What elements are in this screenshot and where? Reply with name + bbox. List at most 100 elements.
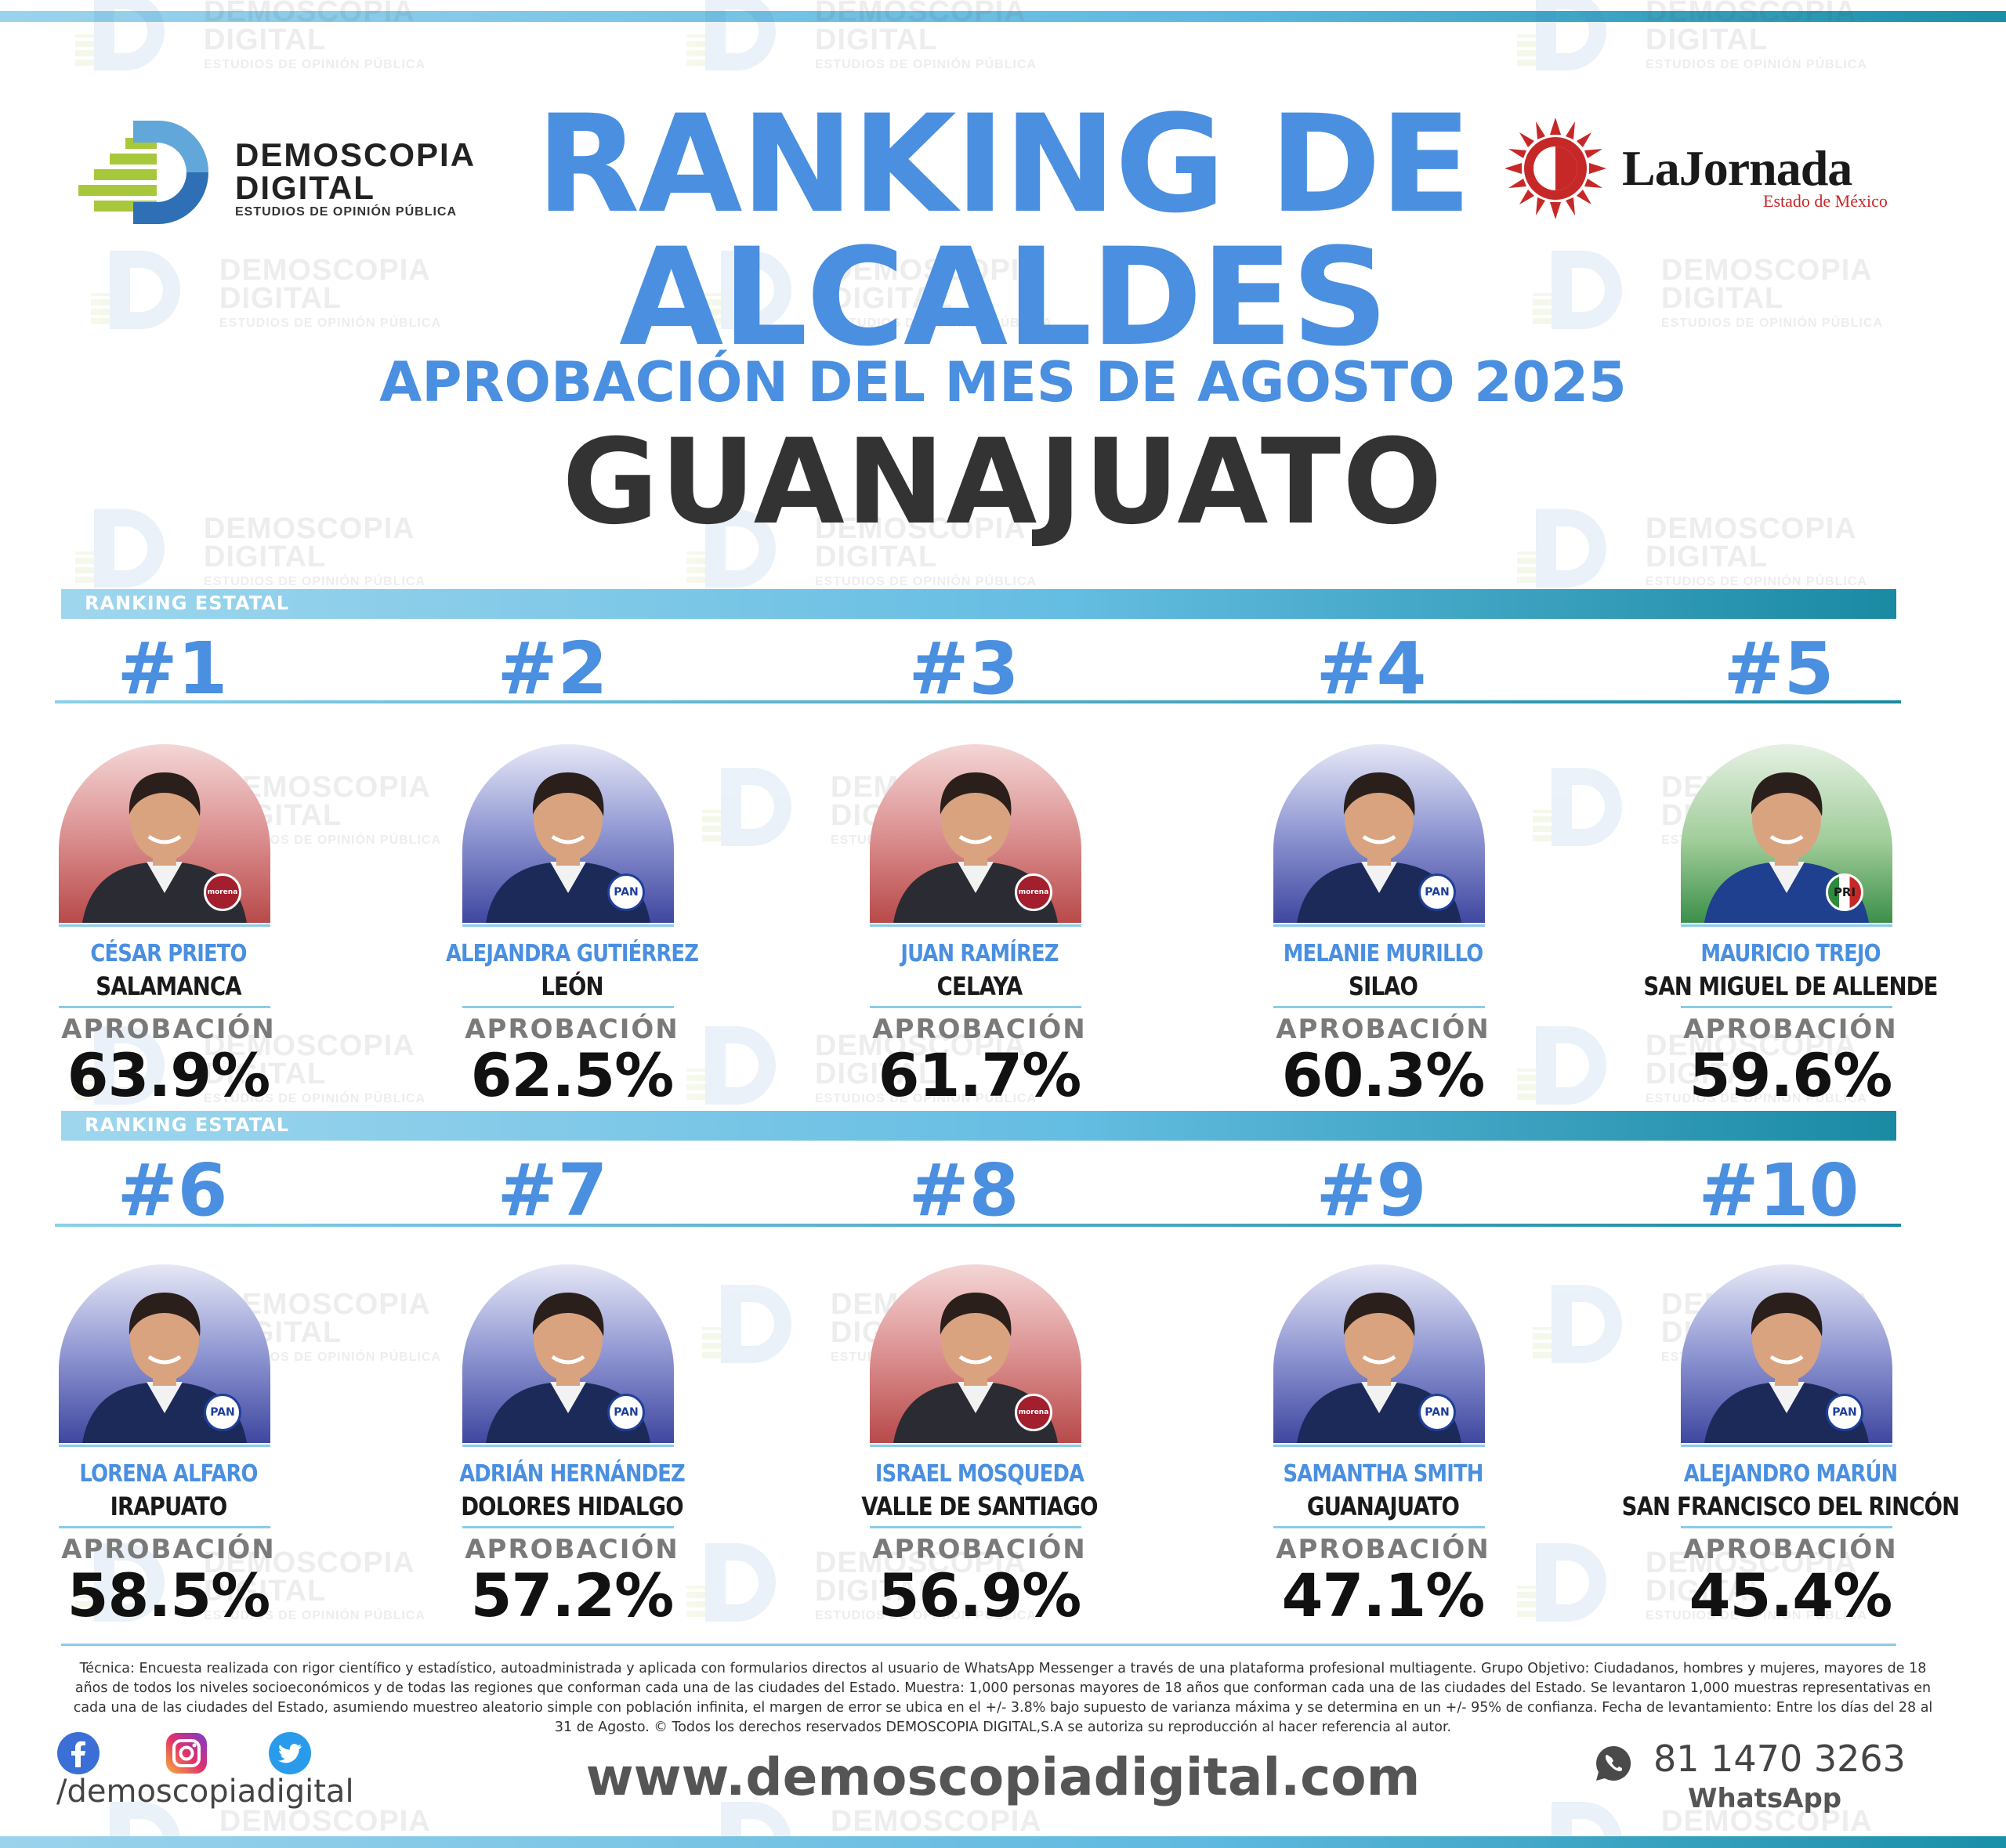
logo-text-1: DEMOSCOPIA <box>235 136 476 173</box>
rank-number: #9 <box>1316 1148 1427 1232</box>
title-line-2: ALCALDES <box>619 219 1389 376</box>
jornada-subtitle: Estado de México <box>1763 191 1888 211</box>
rank-number: #5 <box>1723 627 1834 711</box>
watermark-text: ESTUDIOS DE OPINIÓN PÚBLICA <box>1646 575 1868 588</box>
watermark-text: ESTUDIOS DE OPINIÓN PÚBLICA <box>204 58 426 71</box>
facebook-icon[interactable] <box>56 1731 100 1775</box>
portrait-figure <box>1297 772 1461 923</box>
approval-label: APROBACIÓN <box>1683 1534 1898 1565</box>
name-rule <box>870 1445 1081 1447</box>
instagram-icon[interactable] <box>165 1731 208 1775</box>
portrait-figure <box>82 772 247 923</box>
jornada-name: LaJornada <box>1622 140 1852 196</box>
candidate-city: SAN MIGUEL DE ALLENDE <box>1643 971 1938 1001</box>
portrait-figure <box>486 772 650 923</box>
watermark-bars-icon <box>686 34 718 66</box>
name-rule <box>1681 924 1892 927</box>
name-rule <box>1273 924 1485 927</box>
logo-text-3: ESTUDIOS DE OPINIÓN PÚBLICA <box>235 205 458 219</box>
candidate-city: CELAYA <box>936 971 1023 1001</box>
approval-value: 47.1% <box>1281 1560 1486 1630</box>
methodology-note: Técnica: Encuesta realizada con rigor ci… <box>73 1661 1933 1735</box>
approval-value: 60.3% <box>1281 1040 1486 1110</box>
name-rule <box>1681 1445 1892 1447</box>
rank-number: #4 <box>1316 627 1427 711</box>
candidate-name: ADRIÁN HERNÁNDEZ <box>459 1460 685 1488</box>
approval-label: APROBACIÓN <box>61 1014 276 1045</box>
portrait-figure <box>893 772 1058 923</box>
rank-number: #8 <box>908 1148 1019 1232</box>
watermark-text: DEMOSCOPIA <box>219 1805 431 1838</box>
approval-label: APROBACIÓN <box>872 1534 1087 1565</box>
name-rule <box>870 924 1081 927</box>
la-jornada-logo: LaJornada Estado de México <box>1504 118 1912 227</box>
social-handle[interactable]: /demoscopiadigital <box>56 1774 354 1810</box>
watermark-text: ESTUDIOS DE OPINIÓN PÚBLICA <box>1646 58 1868 71</box>
sun-icon <box>1504 118 1606 219</box>
candidate-name: SAMANTHA SMITH <box>1283 1460 1484 1488</box>
portrait-figure <box>1704 1293 1869 1443</box>
city-rule <box>1681 1526 1892 1528</box>
candidate-photo: PAN <box>462 744 674 923</box>
rank-rule-bottom <box>55 1224 1901 1227</box>
candidate-photo: morena <box>870 744 1081 923</box>
approval-label: APROBACIÓN <box>1276 1014 1490 1045</box>
city-rule <box>462 1006 674 1008</box>
watermark-text: ESTUDIOS DE OPINIÓN PÚBLICA <box>815 58 1037 71</box>
title-line-1: RANKING DE <box>535 85 1472 243</box>
candidate-city: GUANAJUATO <box>1306 1492 1460 1521</box>
candidate-name: ALEJANDRO MARÚN <box>1683 1460 1898 1488</box>
watermark-d-icon <box>1552 768 1622 846</box>
approval-label: APROBACIÓN <box>465 1534 679 1565</box>
candidate-city: SILAO <box>1349 971 1418 1001</box>
approval-label: APROBACIÓN <box>872 1014 1087 1045</box>
watermark-bars-icon <box>702 1327 733 1358</box>
rank-number: #3 <box>908 627 1019 711</box>
watermark-text: DIGITAL <box>1646 541 1769 573</box>
subtitle: APROBACIÓN DEL MES DE AGOSTO 2025 <box>379 350 1627 414</box>
party-badge: PAN <box>1418 873 1456 911</box>
watermark-text: DIGITAL <box>204 541 327 573</box>
candidate-name: ALEJANDRA GUTIÉRREZ <box>445 940 699 967</box>
candidate-city: DOLORES HIDALGO <box>461 1492 683 1521</box>
logo-bars-icon <box>78 138 157 212</box>
watermark-text: ESTUDIOS DE OPINIÓN PÚBLICA <box>815 575 1037 588</box>
party-badge: PAN <box>607 1394 645 1431</box>
approval-value: 62.5% <box>470 1040 675 1110</box>
watermark-bars-icon <box>1533 810 1564 841</box>
approval-label: APROBACIÓN <box>1276 1534 1490 1565</box>
approval-label: APROBACIÓN <box>61 1534 276 1565</box>
candidate-photo: PRI <box>1681 744 1892 923</box>
watermark-bars-icon <box>1533 1327 1564 1358</box>
whatsapp-icon <box>1596 1745 1631 1781</box>
name-rule <box>59 1445 270 1447</box>
party-badge: PAN <box>607 873 645 911</box>
party-badge: morena <box>204 873 241 911</box>
name-rule <box>1273 1445 1485 1447</box>
approval-value: 56.9% <box>878 1560 1082 1630</box>
rank-number: #2 <box>497 627 608 711</box>
watermark-bars-icon <box>1517 552 1548 583</box>
portrait-figure <box>1704 772 1869 923</box>
candidate-city: SAN FRANCISCO DEL RINCÓN <box>1621 1492 1961 1521</box>
city-rule <box>870 1526 1081 1528</box>
watermark-d-icon <box>1552 1285 1622 1363</box>
party-badge: PAN <box>1418 1394 1456 1431</box>
website-url[interactable]: www.demoscopiadigital.com <box>585 1747 1421 1807</box>
watermark-bars-icon <box>1517 34 1548 66</box>
watermark-bars-icon <box>75 552 107 583</box>
name-rule <box>59 924 270 927</box>
candidate-city: IRAPUATO <box>110 1492 228 1521</box>
phone-number[interactable]: 81 1470 3263 <box>1653 1738 1906 1780</box>
city-rule <box>1681 1006 1892 1008</box>
ranking-bar-label: RANKING ESTATAL <box>85 592 290 614</box>
twitter-icon[interactable] <box>268 1731 312 1775</box>
candidate-photo: PAN <box>1273 1264 1485 1443</box>
bottom-stripe <box>0 1836 2006 1848</box>
candidate-photo: PAN <box>1681 1264 1892 1443</box>
portrait-figure <box>1297 1293 1461 1443</box>
party-badge: morena <box>1015 1394 1052 1431</box>
watermark-d-icon <box>721 1285 791 1363</box>
approval-value: 57.2% <box>470 1560 675 1630</box>
rank-number: #7 <box>497 1148 608 1232</box>
